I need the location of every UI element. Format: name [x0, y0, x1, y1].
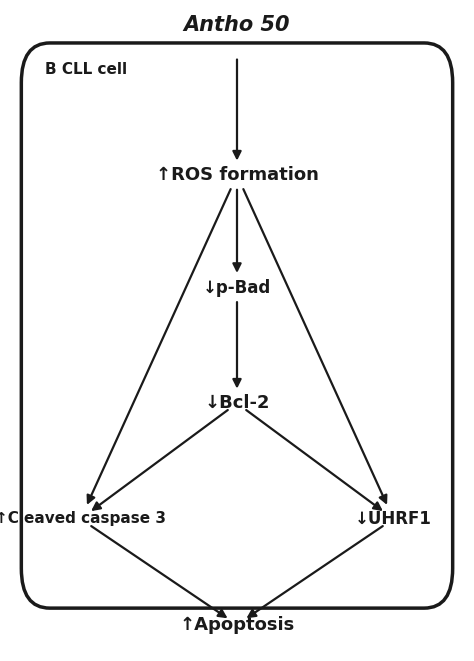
- Text: ↑Apoptosis: ↑Apoptosis: [179, 615, 295, 634]
- Text: ↑ROS formation: ↑ROS formation: [155, 166, 319, 184]
- Text: ↓p-Bad: ↓p-Bad: [203, 278, 271, 297]
- Text: B CLL cell: B CLL cell: [45, 62, 127, 77]
- FancyBboxPatch shape: [21, 43, 453, 608]
- Text: ↓Bcl-2: ↓Bcl-2: [204, 394, 270, 412]
- Text: ↑Cleaved caspase 3: ↑Cleaved caspase 3: [0, 512, 166, 526]
- Text: ↓UHRF1: ↓UHRF1: [355, 510, 432, 528]
- Text: Antho 50: Antho 50: [184, 15, 290, 35]
